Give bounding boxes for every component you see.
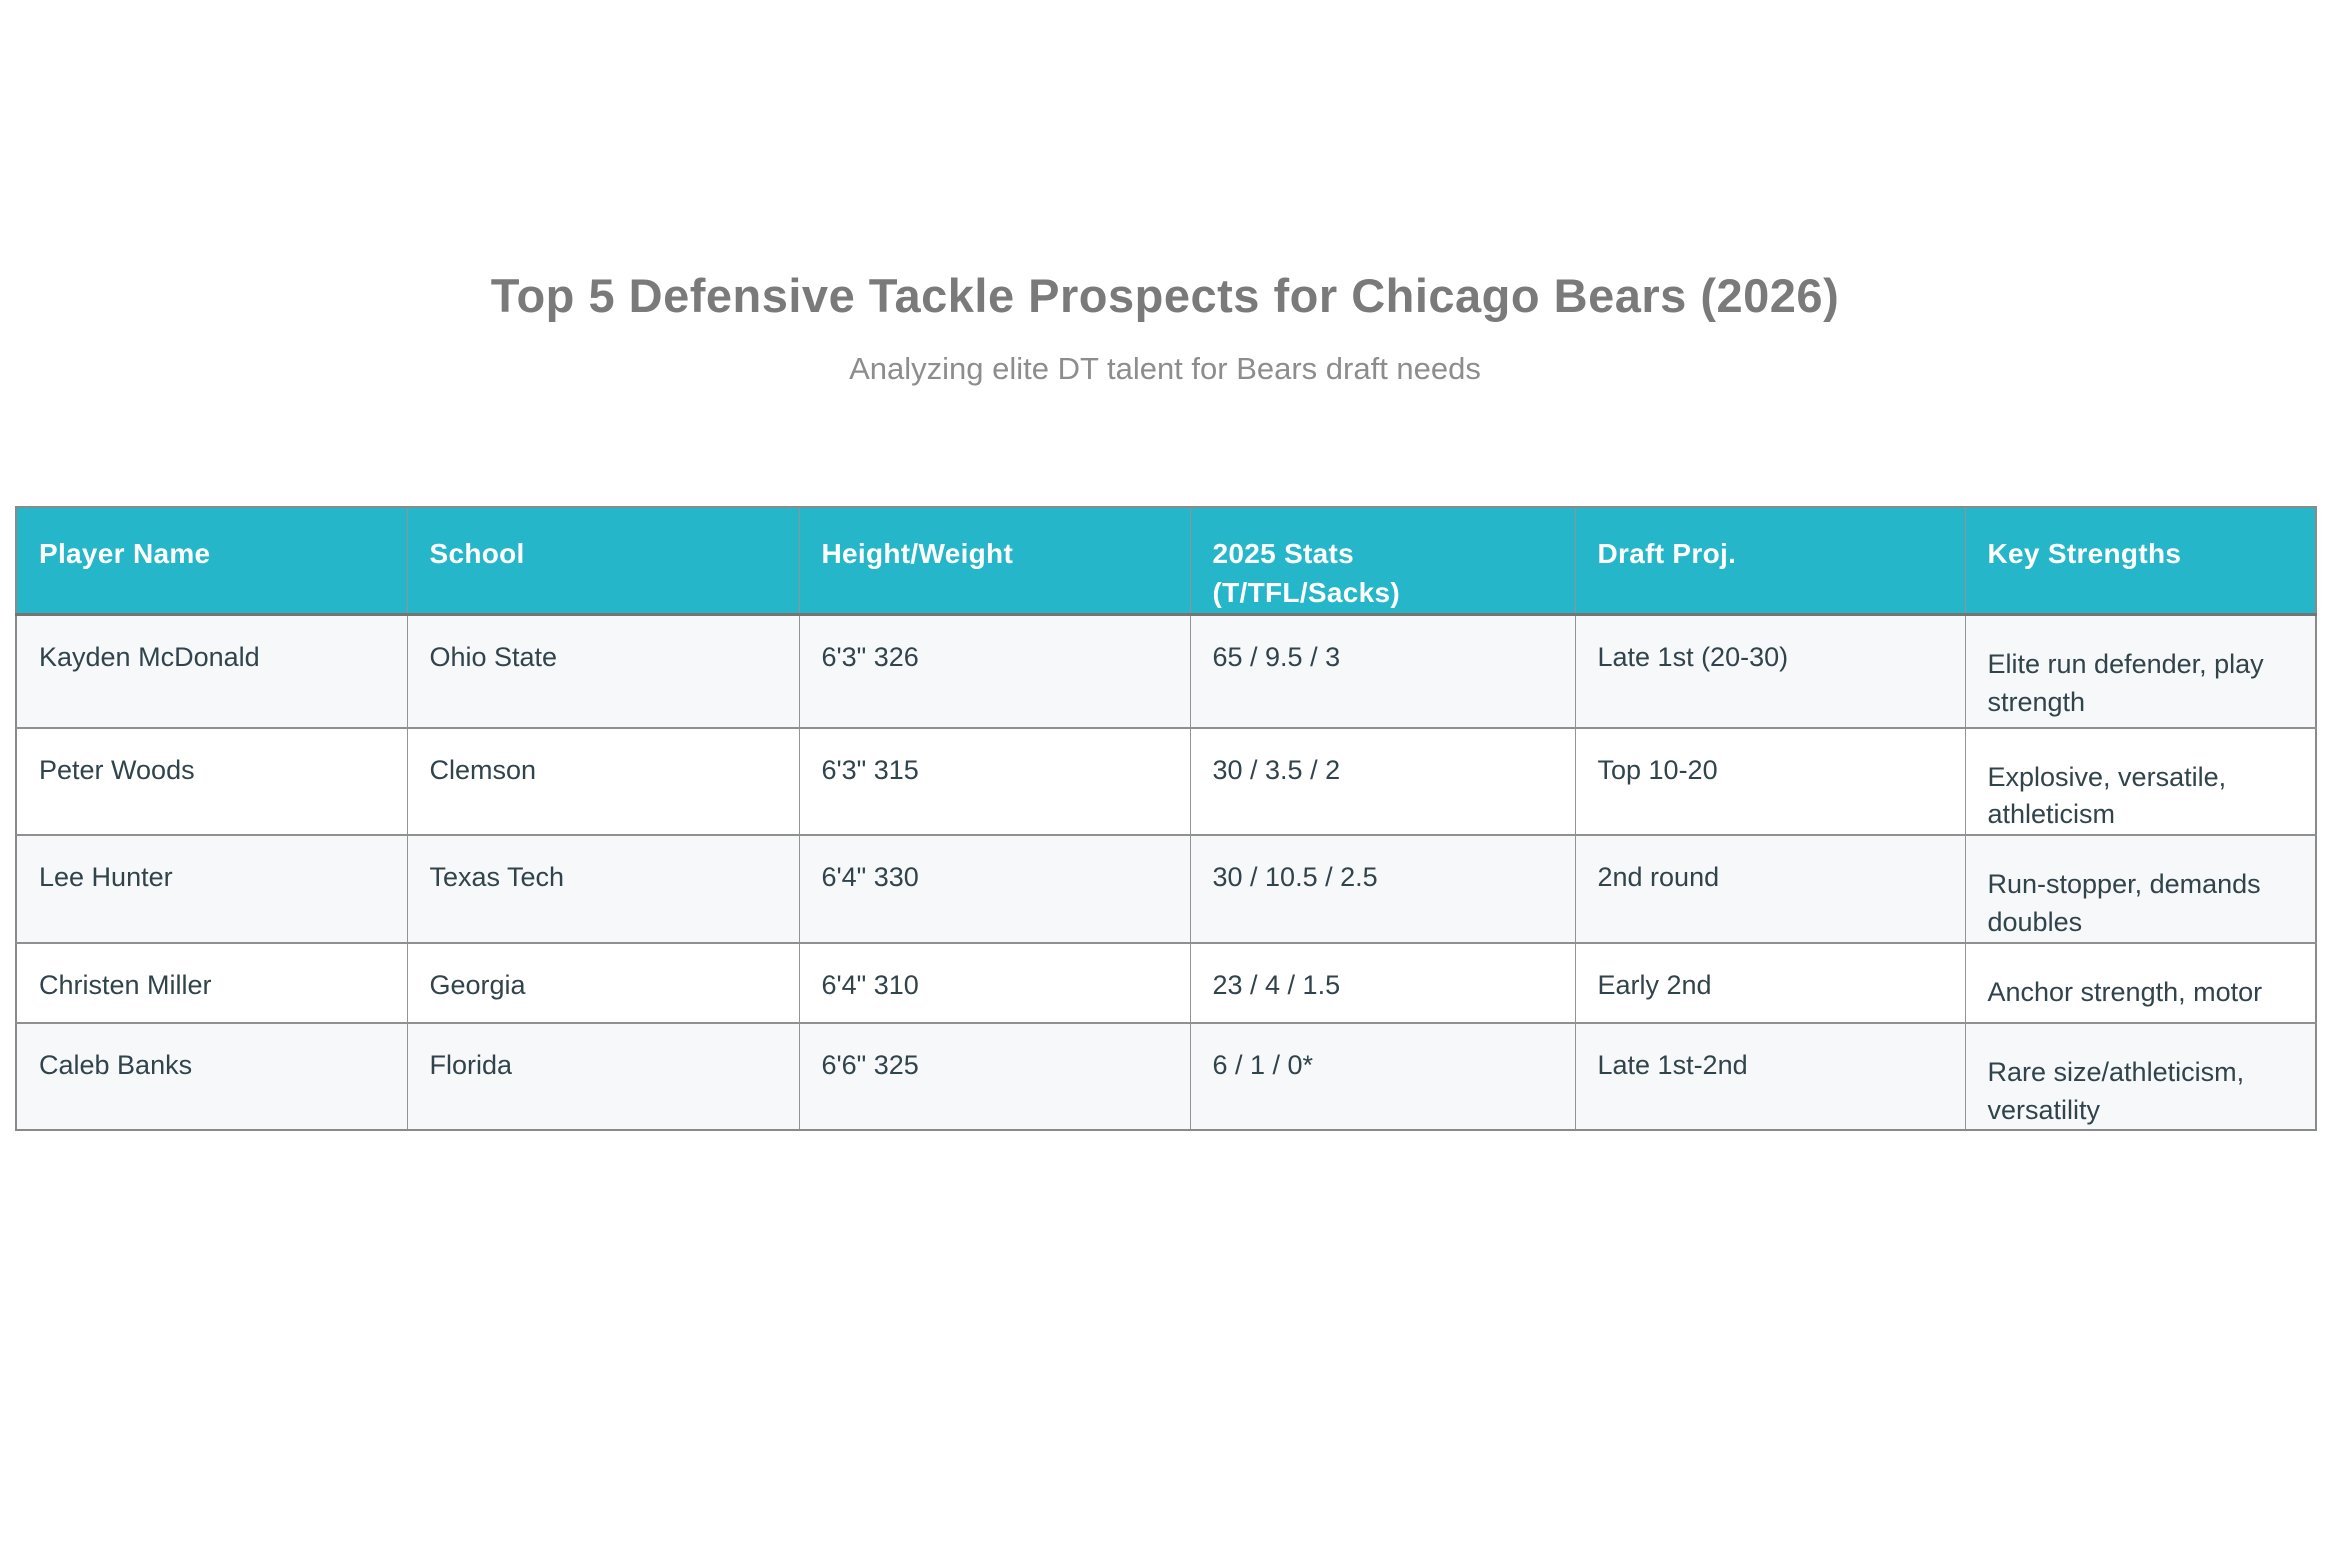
cell-r0-c5: Elite run defender, play strength (1964, 614, 2316, 728)
cell-r1-c3: 30 / 3.5 / 2 (1189, 726, 1575, 836)
cell-r1-c5: Explosive, versatile, athleticism (1964, 726, 2316, 836)
cell-r4-c0: Caleb Banks (15, 1021, 407, 1131)
cell-r4-c5: Rare size/athleticism, versatility (1964, 1021, 2316, 1131)
table-row: Peter Woods Clemson 6'3" 315 30 / 3.5 / 2 To… (15, 726, 2316, 836)
table-body: Kayden McDonald Ohio State 6'3" 326 65 / 9.… (15, 614, 2316, 1131)
cell-r3-c3: 23 / 4 / 1.5 (1189, 941, 1575, 1023)
cell-r0-c3: 65 / 9.5 / 3 (1189, 614, 1575, 728)
column-header-5: Key Strengths (1964, 506, 2316, 617)
cell-r3-c2: 6'4" 310 (798, 941, 1190, 1023)
prospects-table: Player Name School Height/Weight 2025 Stats… (15, 505, 2317, 1132)
cell-r4-c3: 6 / 1 / 0* (1189, 1021, 1575, 1131)
cell-r4-c1: Florida (406, 1021, 799, 1131)
column-header-4: Draft Proj. (1574, 506, 1965, 617)
cell-r2-c0: Lee Hunter (15, 834, 407, 943)
cell-r3-c0: Christen Miller (15, 941, 407, 1023)
cell-r2-c2: 6'4" 330 (798, 834, 1190, 943)
header-row: Player Name School Height/Weight 2025 Stats… (15, 506, 2316, 617)
cell-r1-c2: 6'3" 315 (798, 726, 1190, 836)
column-header-2: Height/Weight (798, 506, 1190, 617)
cell-r0-c4: Late 1st (20-30) (1574, 614, 1965, 728)
cell-r0-c2: 6'3" 326 (798, 614, 1190, 728)
column-header-3: 2025 Stats (T/TFL/Sacks) (1189, 506, 1575, 617)
cell-r0-c1: Ohio State (406, 614, 799, 728)
cell-r1-c0: Peter Woods (15, 726, 407, 836)
table-row: Lee Hunter Texas Tech 6'4" 330 30 / 10.5 / … (15, 834, 2316, 943)
cell-r1-c1: Clemson (406, 726, 799, 836)
table-row: Caleb Banks Florida 6'6" 325 6 / 1 / 0* Late… (15, 1021, 2316, 1131)
cell-r0-c0: Kayden McDonald (15, 614, 407, 728)
cell-r4-c4: Late 1st-2nd (1574, 1021, 1965, 1131)
table-row: Kayden McDonald Ohio State 6'3" 326 65 / 9.… (15, 614, 2316, 728)
cell-r3-c4: Early 2nd (1574, 941, 1965, 1023)
cell-r3-c5: Anchor strength, motor (1964, 941, 2316, 1023)
cell-r3-c1: Georgia (406, 941, 799, 1023)
page-subtitle: Analyzing elite DT talent for Bears draf… (849, 351, 1481, 387)
cell-r2-c4: 2nd round (1574, 834, 1965, 943)
column-header-1: School (406, 506, 799, 617)
cell-r2-c1: Texas Tech (406, 834, 799, 943)
cell-r1-c4: Top 10-20 (1574, 726, 1965, 836)
cell-r2-c3: 30 / 10.5 / 2.5 (1189, 834, 1575, 943)
table-row: Christen Miller Georgia 6'4" 310 23 / 4 / 1… (15, 941, 2316, 1023)
table-header: Player Name School Height/Weight 2025 Stats… (15, 506, 2316, 617)
page-title: Top 5 Defensive Tackle Prospects for Chi… (490, 269, 1840, 322)
column-header-0: Player Name (15, 506, 407, 617)
cell-r2-c5: Run-stopper, demands doubles (1964, 834, 2316, 943)
cell-r4-c2: 6'6" 325 (798, 1021, 1190, 1131)
